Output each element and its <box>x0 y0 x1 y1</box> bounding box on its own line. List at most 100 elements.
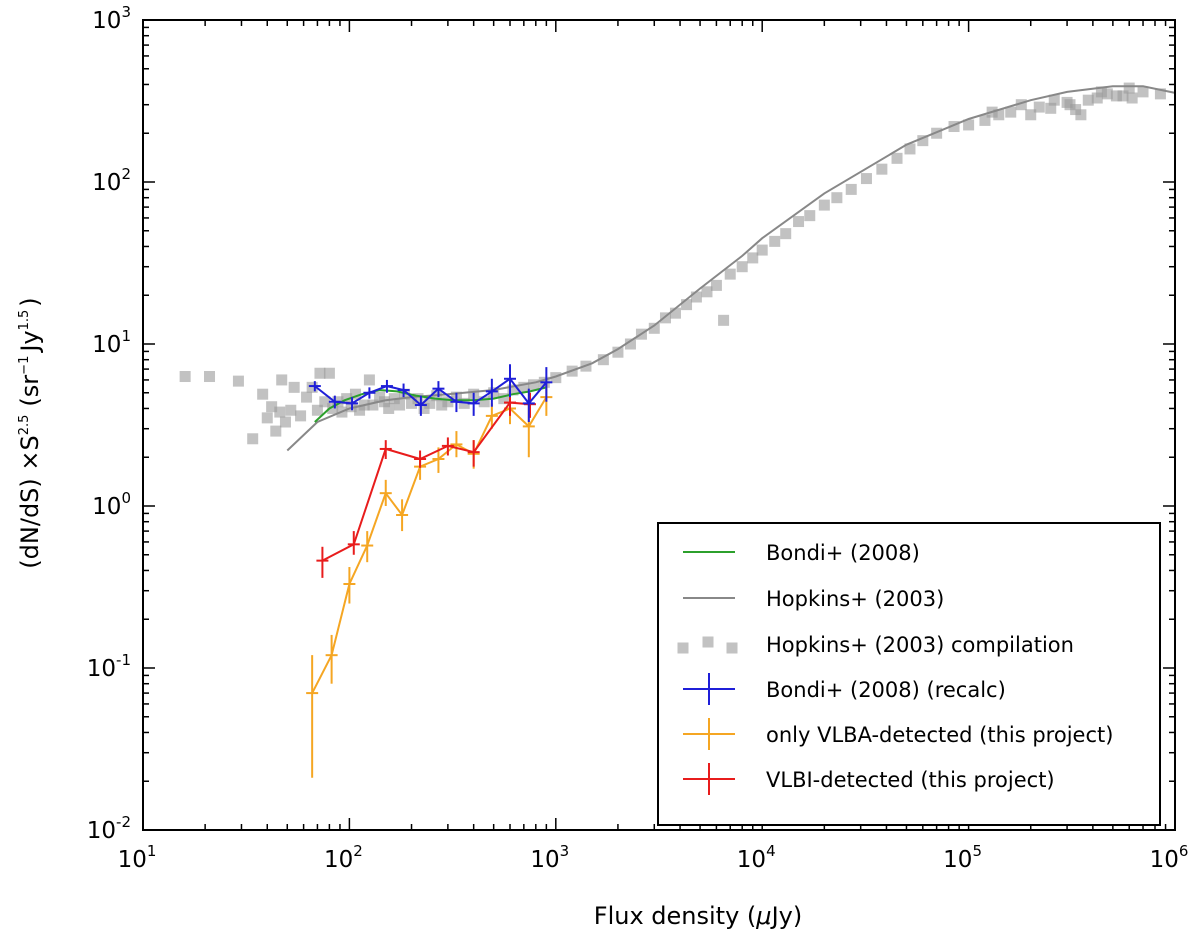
compilation-marker <box>917 135 929 147</box>
legend-label-compilation: Hopkins+ (2003) compilation <box>766 633 1074 657</box>
legend-label-vlbi: VLBI-detected (this project) <box>766 768 1055 792</box>
compilation-marker <box>1110 90 1122 102</box>
y-tick-label: 103 <box>92 3 131 34</box>
compilation-marker <box>963 119 975 131</box>
compilation-marker <box>394 399 406 411</box>
x-tick-label: 101 <box>118 842 157 873</box>
y-tick-label: 102 <box>92 165 131 196</box>
compilation-marker <box>780 228 792 240</box>
y-tick-label: 10-2 <box>87 813 131 844</box>
compilation-marker <box>424 397 436 409</box>
hopkins-model-line <box>286 85 1176 452</box>
compilation-marker <box>876 163 888 175</box>
compilation-marker <box>831 192 843 204</box>
compilation-marker <box>681 299 693 311</box>
compilation-marker <box>507 384 519 396</box>
compilation-marker <box>383 402 395 414</box>
x-axis-title: Flux density (μJy) <box>594 902 802 930</box>
compilation-marker <box>379 396 391 408</box>
y-tick-label: 100 <box>92 489 131 520</box>
legend-swatch-compilation <box>726 642 738 654</box>
compilation-marker <box>179 371 191 383</box>
x-tick-label: 102 <box>324 842 363 873</box>
legend-label-hopkins: Hopkins+ (2003) <box>766 587 944 611</box>
compilation-marker <box>993 109 1005 121</box>
vlba-series-line <box>311 396 548 694</box>
compilation-marker <box>314 367 326 379</box>
compilation-marker <box>276 374 288 386</box>
legend-label-bondi: Bondi+ (2008) <box>766 541 920 565</box>
compilation-marker <box>724 268 736 280</box>
compilation-marker <box>1126 92 1138 104</box>
compilation-marker <box>1117 90 1129 102</box>
compilation-marker <box>319 396 331 408</box>
legend-label-vlba: only VLBA-detected (this project) <box>766 723 1113 747</box>
compilation-marker <box>367 399 379 411</box>
compilation-marker <box>710 279 722 291</box>
compilation-marker <box>288 381 300 393</box>
y-tick-label: 101 <box>92 327 131 358</box>
vlbi-series-line <box>321 401 531 562</box>
compilation-marker <box>1064 99 1076 111</box>
compilation-marker <box>756 244 768 256</box>
compilation-marker <box>363 374 375 386</box>
compilation-marker <box>1025 109 1037 121</box>
compilation-marker <box>1154 88 1166 100</box>
compilation-marker <box>804 210 816 222</box>
compilation-marker <box>948 121 960 133</box>
x-tick-label: 105 <box>943 842 982 873</box>
x-tick-label: 104 <box>737 842 776 873</box>
compilation-marker <box>270 425 282 437</box>
compilation-marker <box>518 381 530 393</box>
compilation-marker <box>1101 88 1113 100</box>
compilation-marker <box>845 183 857 195</box>
compilation-marker <box>1005 106 1017 118</box>
compilation-marker <box>247 433 259 445</box>
compilation-marker <box>793 216 805 228</box>
compilation-marker <box>406 397 418 409</box>
compilation-marker <box>612 346 624 358</box>
legend-box <box>657 522 1161 826</box>
compilation-marker <box>442 396 454 408</box>
legend: Bondi+ (2008) Hopkins+ (2003) Hopkins+ (… <box>657 522 1161 826</box>
compilation-marker <box>1075 109 1087 121</box>
compilation-marker <box>818 199 830 211</box>
compilation-marker <box>528 379 540 391</box>
compilation-marker <box>279 416 291 428</box>
compilation-marker <box>659 312 671 324</box>
compilation-marker <box>418 402 430 414</box>
compilation-marker <box>1048 94 1060 106</box>
compilation-marker <box>701 286 713 298</box>
compilation-marker <box>311 404 323 416</box>
legend-swatch-compilation <box>702 636 714 648</box>
compilation-marker <box>232 375 244 387</box>
compilation-marker <box>1015 99 1027 111</box>
compilation-marker <box>257 388 269 400</box>
compilation-marker <box>412 393 424 405</box>
compilation-marker <box>1082 94 1094 106</box>
compilation-marker <box>261 412 273 424</box>
compilation-marker <box>648 322 660 334</box>
compilation-marker <box>1123 82 1135 94</box>
compilation-marker <box>860 173 872 185</box>
compilation-marker <box>327 402 339 414</box>
compilation-marker <box>306 381 318 393</box>
compilation-marker <box>301 391 313 403</box>
compilation-marker <box>204 371 216 383</box>
compilation-marker <box>323 367 335 379</box>
y-tick-label: 10-1 <box>87 651 131 682</box>
compilation-marker <box>436 399 448 411</box>
compilation-marker <box>1091 92 1103 104</box>
compilation-marker <box>979 114 991 126</box>
compilation-marker <box>1033 101 1045 113</box>
compilation-marker <box>690 291 702 303</box>
compilation-marker <box>1095 86 1107 98</box>
compilation-marker <box>669 307 681 319</box>
compilation-marker <box>266 401 278 413</box>
legend-swatches <box>677 551 738 795</box>
compilation-marker <box>550 372 562 384</box>
compilation-marker <box>597 354 609 366</box>
x-tick-label: 103 <box>530 842 569 873</box>
plot-frame <box>142 19 1176 831</box>
